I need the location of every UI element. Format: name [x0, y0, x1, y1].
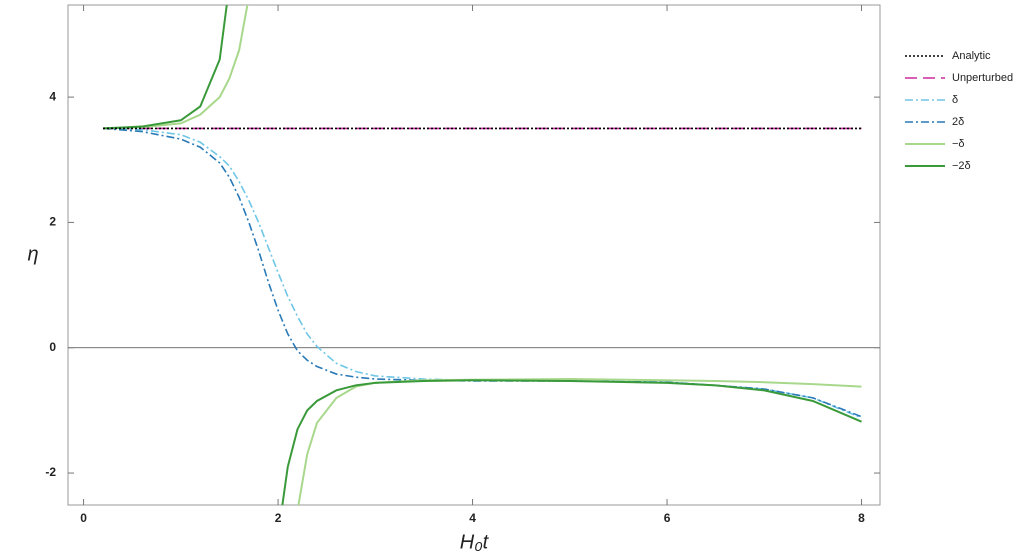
x-axis-label: H₀t [460, 531, 490, 553]
y-axis-label: η [27, 243, 38, 265]
series-line [102, 5, 862, 505]
series-line [102, 127, 862, 418]
x-tick-label: 4 [469, 511, 476, 525]
plot-area [68, 5, 880, 505]
y-tick-label: -2 [45, 465, 56, 479]
legend-label: Analytic [952, 50, 991, 62]
y-tick-label: 2 [49, 215, 56, 229]
legend-label: −2δ [952, 160, 971, 172]
x-tick-label: 2 [275, 511, 282, 525]
series-line [102, 5, 862, 505]
legend-label: 2δ [952, 116, 964, 128]
series-line [102, 127, 862, 419]
x-tick-label: 8 [858, 511, 865, 525]
legend-label: Unperturbed [952, 72, 1013, 84]
x-tick-label: 6 [664, 511, 671, 525]
x-tick-label: 0 [80, 511, 87, 525]
plot-frame [67, 4, 881, 506]
legend-label: δ [952, 94, 958, 106]
y-tick-label: 0 [49, 340, 56, 354]
legend-label: −δ [952, 138, 965, 150]
y-tick-label: 4 [49, 89, 56, 103]
